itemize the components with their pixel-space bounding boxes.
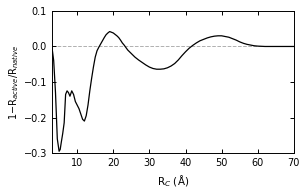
Y-axis label: 1−R$_{active}$/R$_{native}$: 1−R$_{active}$/R$_{native}$	[7, 44, 21, 120]
X-axis label: R$_C$ (Å): R$_C$ (Å)	[157, 173, 189, 189]
